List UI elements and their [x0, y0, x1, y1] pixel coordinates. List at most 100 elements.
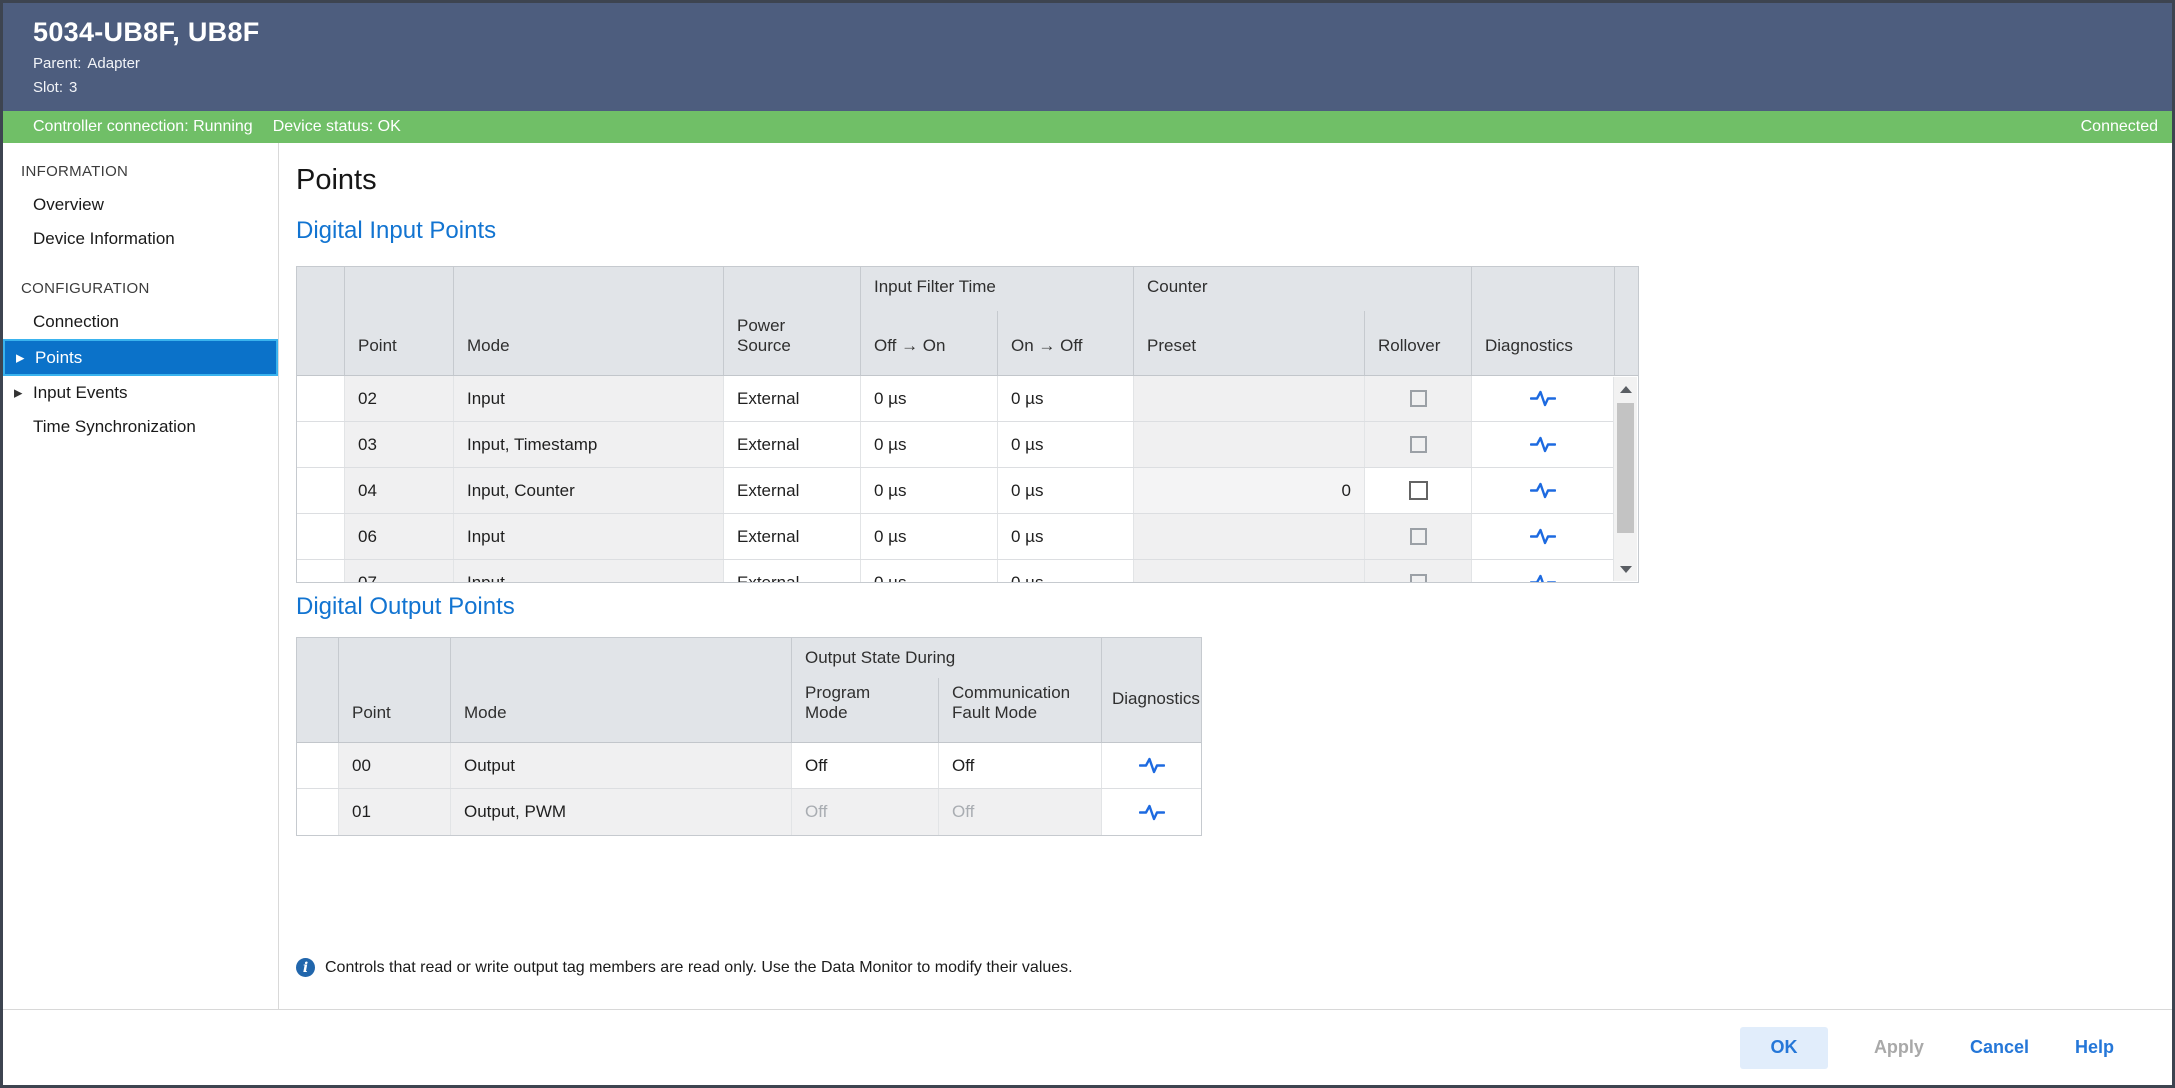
connection-statusbar: Controller connection: Running Device st…: [3, 111, 2172, 143]
filter-on-off-cell[interactable]: 0 µs: [997, 560, 1133, 582]
col-header-power-source: Power Source: [723, 267, 860, 375]
col-header-point: Point: [344, 267, 453, 375]
filter-on-off-cell[interactable]: 0 µs: [997, 376, 1133, 421]
sidebar-item-time-synchronization[interactable]: Time Synchronization: [3, 410, 278, 444]
preset-cell: [1133, 514, 1364, 559]
help-button[interactable]: Help: [2074, 1037, 2114, 1057]
power-source-cell[interactable]: External: [723, 514, 860, 559]
filter-off-on-cell[interactable]: 0 µs: [860, 422, 997, 467]
col-header-program-mode: Program Mode: [791, 678, 938, 742]
scrollbar-up-icon: [1619, 385, 1632, 393]
scrollbar-up-button[interactable]: [1614, 379, 1637, 399]
filter-off-on-cell[interactable]: 0 µs: [860, 514, 997, 559]
parent-label: Parent:: [33, 55, 82, 72]
ok-button[interactable]: OK: [1739, 1026, 1828, 1069]
sidebar-item-input-events[interactable]: ▶ Input Events: [3, 376, 278, 410]
cancel-button[interactable]: Cancel: [1969, 1037, 2029, 1057]
col-header-mode: Mode: [453, 267, 723, 375]
program-mode-cell: Off: [791, 789, 938, 835]
power-source-cell[interactable]: External: [723, 422, 860, 467]
col-header-mode: Mode: [450, 638, 791, 742]
diagnostics-icon[interactable]: [1530, 390, 1556, 407]
output-table-header: Point Mode Output State During Program M…: [297, 638, 1201, 743]
col-header-off-to-on: Off → On: [860, 311, 997, 375]
mode-cell[interactable]: Input: [453, 514, 723, 559]
program-mode-cell[interactable]: Off: [791, 743, 938, 788]
power-source-cell[interactable]: External: [723, 376, 860, 421]
sidebar-item-label: Overview: [33, 195, 104, 214]
col-header-diagnostics: Diagnostics: [1101, 638, 1201, 742]
diagnostics-icon[interactable]: [1138, 757, 1165, 774]
nav-section-configuration: CONFIGURATION: [21, 280, 150, 297]
input-point-row: 04 Input, Counter External 0 µs 0 µs 0: [297, 468, 1614, 514]
mode-cell[interactable]: Output: [450, 743, 791, 788]
rollover-cell: [1364, 422, 1471, 467]
slot-value: 3: [69, 79, 78, 96]
preset-cell: [1133, 422, 1364, 467]
output-point-row: 01 Output, PWM Off Off: [297, 789, 1201, 835]
parent-line: Parent: Adapter: [33, 55, 2172, 72]
apply-button: Apply: [1873, 1037, 1924, 1057]
digital-output-points-heading[interactable]: Digital Output Points: [296, 593, 515, 620]
scrollbar-thumb[interactable]: [1617, 403, 1634, 533]
body-area: INFORMATION Overview Device Information …: [3, 143, 2172, 1009]
slot-label: Slot:: [33, 79, 64, 96]
mode-cell[interactable]: Output, PWM: [450, 789, 791, 835]
filter-off-on-cell[interactable]: 0 µs: [860, 376, 997, 421]
col-group-output-state-during: Output State During: [791, 638, 1101, 678]
mode-cell[interactable]: Input: [453, 376, 723, 421]
row-selector-header: [297, 267, 344, 375]
point-cell: 00: [338, 743, 450, 788]
connection-state: Connected: [2080, 118, 2158, 135]
mode-cell[interactable]: Input: [453, 560, 723, 582]
row-selector-cell[interactable]: [297, 560, 344, 582]
diagnostics-icon[interactable]: [1138, 804, 1165, 821]
sidebar-item-label: Device Information: [33, 229, 175, 248]
device-status: Device status: OK: [272, 118, 401, 135]
filter-on-off-cell[interactable]: 0 µs: [997, 468, 1133, 513]
sidebar-item-device-information[interactable]: Device Information: [3, 222, 278, 256]
communication-fault-mode-cell: Off: [938, 789, 1101, 835]
input-point-row: 06 Input External 0 µs 0 µs: [297, 514, 1614, 560]
row-selector-cell[interactable]: [297, 422, 344, 467]
sidebar-item-overview[interactable]: Overview: [3, 188, 278, 222]
diagnostics-icon[interactable]: [1530, 574, 1556, 582]
filter-off-on-cell[interactable]: 0 µs: [860, 468, 997, 513]
row-selector-cell[interactable]: [297, 743, 338, 788]
digital-input-points-heading[interactable]: Digital Input Points: [296, 217, 497, 244]
info-icon: i: [296, 958, 315, 977]
diagnostics-icon[interactable]: [1530, 528, 1556, 545]
row-selector-cell[interactable]: [297, 514, 344, 559]
filter-on-off-cell[interactable]: 0 µs: [997, 514, 1133, 559]
point-cell: 04: [344, 468, 453, 513]
parent-value: Adapter: [87, 55, 140, 72]
sidebar-item-connection[interactable]: Connection: [3, 305, 278, 339]
rollover-cell: [1364, 468, 1471, 513]
point-cell: 02: [344, 376, 453, 421]
row-selector-cell[interactable]: [297, 376, 344, 421]
power-source-cell[interactable]: External: [723, 468, 860, 513]
rollover-checkbox[interactable]: [1408, 481, 1428, 500]
diagnostics-cell: [1471, 514, 1614, 559]
controller-connection-status: Controller connection: Running: [33, 118, 253, 135]
filter-on-off-cell[interactable]: 0 µs: [997, 422, 1133, 467]
filter-off-on-cell[interactable]: 0 µs: [860, 560, 997, 582]
rollover-checkbox: [1409, 528, 1427, 545]
sidebar-item-points[interactable]: ▶ Points: [3, 339, 278, 376]
power-source-cell[interactable]: External: [723, 560, 860, 582]
row-selector-cell[interactable]: [297, 468, 344, 513]
diagnostics-cell: [1471, 422, 1614, 467]
expand-arrow-icon: ▶: [14, 387, 23, 400]
mode-cell[interactable]: Input, Counter: [453, 468, 723, 513]
diagnostics-icon[interactable]: [1530, 436, 1556, 453]
scrollbar-down-button[interactable]: [1614, 559, 1637, 579]
page-title: Points: [296, 164, 377, 196]
mode-cell[interactable]: Input, Timestamp: [453, 422, 723, 467]
diagnostics-icon[interactable]: [1530, 482, 1556, 499]
vertical-scrollbar[interactable]: [1613, 377, 1637, 581]
communication-fault-mode-cell[interactable]: Off: [938, 743, 1101, 788]
preset-cell[interactable]: 0: [1133, 468, 1364, 513]
row-selector-cell[interactable]: [297, 789, 338, 835]
rollover-cell: [1364, 376, 1471, 421]
